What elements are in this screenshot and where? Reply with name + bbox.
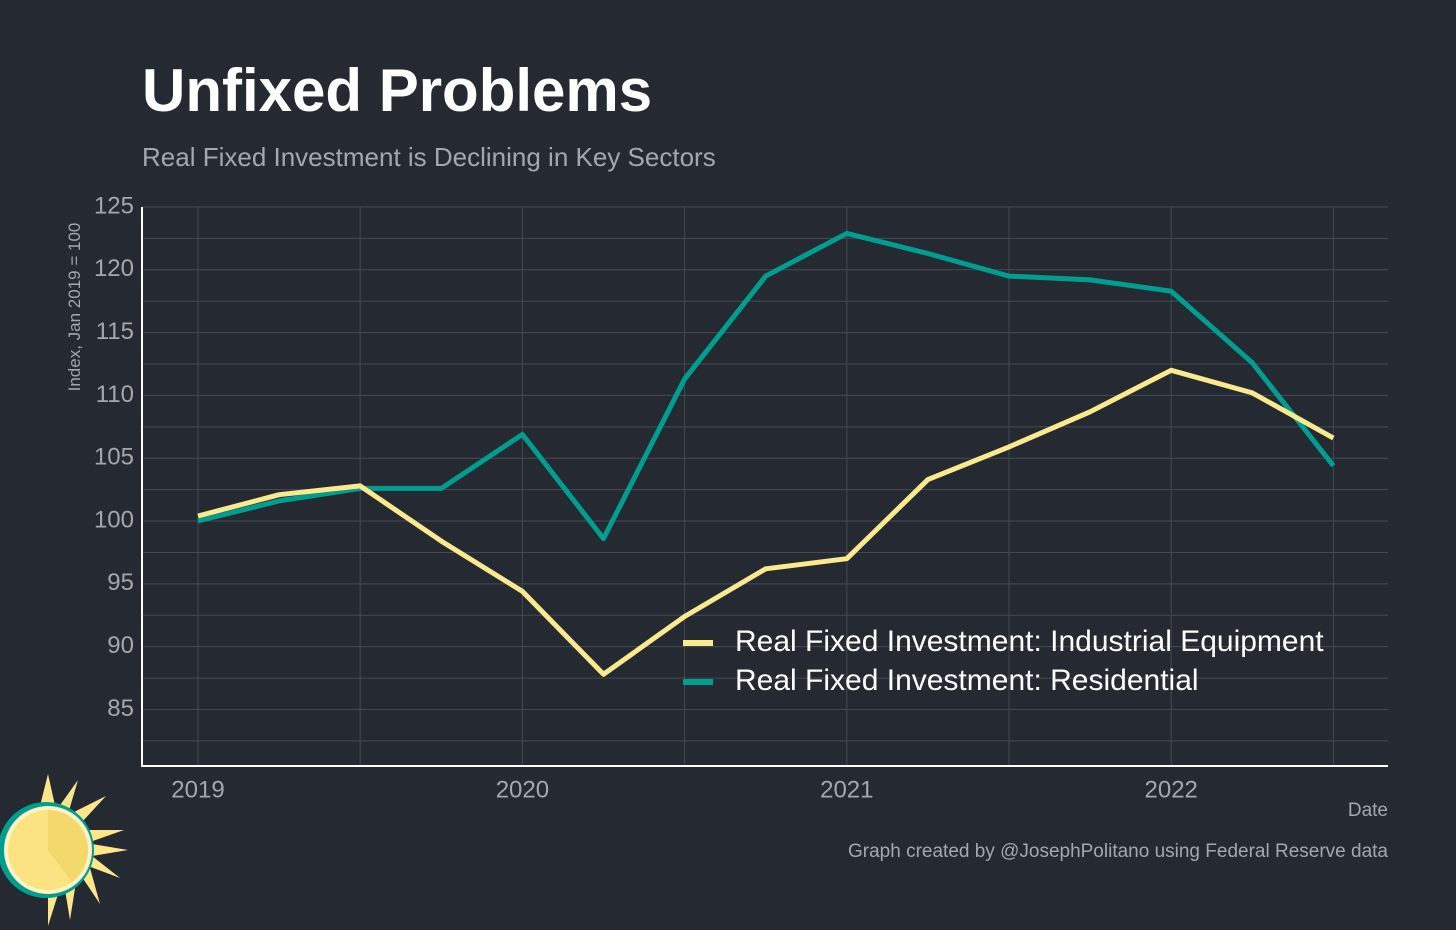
y-tick-label: 100 <box>94 506 134 533</box>
x-tick-label: 2019 <box>171 776 224 803</box>
legend-label: Real Fixed Investment: Residential <box>735 664 1199 697</box>
chart-title: Unfixed Problems <box>142 57 653 124</box>
series-line <box>197 367 1335 677</box>
sun-logo <box>0 774 128 926</box>
y-tick-label: 105 <box>94 444 134 471</box>
series-line <box>197 230 1336 542</box>
y-tick-label: 115 <box>96 318 134 345</box>
x-axis-label: Date <box>1347 800 1388 821</box>
y-tick-label: 85 <box>107 695 134 722</box>
y-tick-label: 125 <box>94 192 134 219</box>
x-tick-label: 2020 <box>496 776 549 803</box>
source-caption: Graph created by @JosephPolitano using F… <box>848 841 1388 862</box>
y-tick-label: 90 <box>107 632 134 659</box>
x-tick-label: 2021 <box>820 776 873 803</box>
sun-icon <box>0 774 128 926</box>
y-tick-label: 110 <box>96 381 134 408</box>
legend-label: Real Fixed Investment: Industrial Equipm… <box>735 625 1324 658</box>
y-tick-label: 95 <box>107 569 134 596</box>
chart-subtitle: Real Fixed Investment is Declining in Ke… <box>142 142 716 172</box>
x-tick-label: 2022 <box>1145 776 1198 803</box>
y-tick-label: 120 <box>94 255 134 282</box>
